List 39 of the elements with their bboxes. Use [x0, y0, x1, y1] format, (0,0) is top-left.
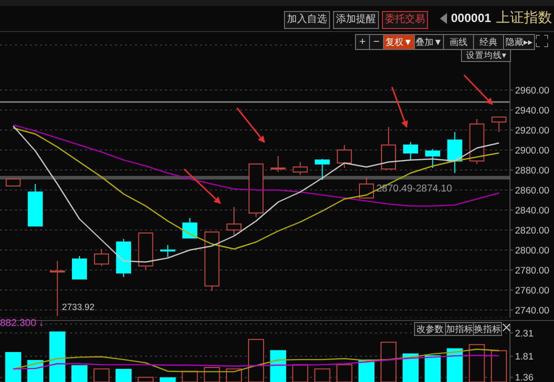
band-label: 2870.49-2874.10: [376, 184, 452, 195]
y-tick-label: 2960.00: [515, 85, 550, 96]
y-tick-label: 2800.00: [515, 245, 550, 256]
annotation: 设置均线▾: [461, 49, 511, 62]
y-tick-label: 2940.00: [515, 105, 550, 116]
annotation: 经典: [473, 34, 504, 50]
annotation: +: [355, 34, 370, 50]
annotation: 882.300 ↓: [0, 317, 44, 330]
line-series: [12, 354, 500, 370]
annotation: 加指标: [445, 322, 474, 336]
y-tick-label: 2880.00: [515, 165, 550, 176]
annotation: 画线: [443, 34, 474, 50]
y-tick-label: 1.36: [515, 372, 534, 382]
y-tick-label: 1.81: [515, 352, 534, 363]
candlestick: [226, 206, 242, 236]
text: 添加提醒: [333, 11, 379, 29]
annotation: 改参数: [414, 322, 446, 336]
annotation: 2733.92: [62, 301, 95, 314]
annotation: 换指标: [473, 322, 502, 336]
chart-subtitle: 000001: [451, 11, 492, 25]
chart-title: 上证指数: [496, 9, 552, 27]
y-tick-label: 2820.00: [515, 225, 550, 236]
y-tick-label: 2840.00: [515, 205, 550, 216]
text: 委托交易: [382, 11, 428, 29]
y-tick-label: 2780.00: [515, 265, 550, 276]
annotation: 叠加▼: [414, 34, 444, 50]
y-tick-label: 2900.00: [515, 145, 550, 156]
text: 加入自选: [284, 11, 330, 29]
annotation: 隐藏▸▸: [503, 34, 535, 50]
y-tick-label: 2740.00: [515, 305, 550, 316]
y-tick-label: 2760.00: [515, 285, 550, 296]
y-tick-label: 2860.00: [515, 185, 550, 196]
annotation: 复权▼: [383, 34, 415, 50]
candlestick: [447, 132, 462, 174]
y-tick-label: 2.31: [515, 328, 534, 340]
line-series: [12, 124, 500, 207]
annotation: −: [369, 34, 384, 50]
y-tick-label: 2920.00: [515, 125, 550, 136]
line-series: [12, 348, 500, 372]
